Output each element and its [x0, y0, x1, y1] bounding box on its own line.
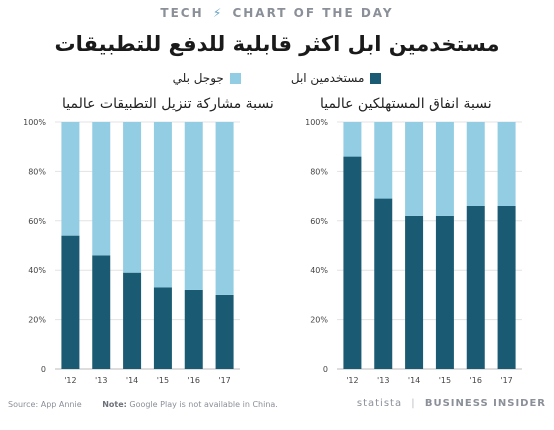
left-bar-apple: [61, 235, 80, 369]
chart-of-the-day-header: TECH ⚡ CHART OF THE DAY: [0, 6, 554, 24]
right-x-tick-label: '16: [470, 376, 482, 385]
right-x-tick-label: '14: [408, 376, 420, 385]
chart-of-the-day-label: CHART OF THE DAY: [232, 6, 394, 20]
right-y-tick-label: 80%: [310, 167, 328, 176]
right-bar-apple: [405, 215, 424, 369]
right-x-tick-label: '17: [500, 376, 512, 385]
right-y-tick-label: 40%: [310, 266, 328, 275]
right-bar-google: [374, 122, 393, 199]
right-y-tick-label: 100%: [305, 118, 328, 127]
left-bar-google: [153, 122, 172, 288]
right-x-tick-label: '12: [346, 376, 358, 385]
business-insider-logo: BUSINESS INSIDER: [424, 398, 546, 409]
left-bar-apple: [123, 272, 142, 369]
legend: مستخدمين ابل جوجل بلي: [0, 68, 554, 88]
statista-logo: statista: [356, 398, 403, 409]
right-y-tick-label: 60%: [310, 217, 328, 226]
right-bar-google: [497, 122, 516, 206]
note-text: Google Play is not available in China.: [129, 400, 278, 409]
left-chart-title: نسبة مشاركة تنزيل التطبيقات عالميا: [62, 96, 274, 112]
right-x-tick-label: '15: [439, 376, 451, 385]
left-y-tick-label: 0: [41, 365, 46, 374]
left-bar-google: [215, 122, 234, 295]
left-y-tick-label: 80%: [28, 167, 46, 176]
right-y-tick-label: 20%: [310, 316, 328, 325]
left-bar-apple: [92, 255, 111, 369]
legend-swatch-google: [229, 72, 241, 84]
legend-label-google: جوجل بلي: [172, 71, 224, 85]
right-bar-apple: [435, 215, 454, 369]
left-bar-google: [184, 122, 203, 290]
page-title: مستخدمين ابل اكثر قابلية للدفع للتطبيقات: [54, 32, 500, 56]
left-x-tick-label: '13: [95, 376, 107, 385]
left-x-tick-label: '16: [188, 376, 200, 385]
right-bar-google: [466, 122, 485, 206]
right-bar-apple: [343, 156, 362, 369]
right-y-tick-label: 0: [323, 365, 328, 374]
right-bar-apple: [466, 205, 485, 369]
right-bar-google: [405, 122, 424, 216]
right-bar-apple: [497, 205, 516, 369]
legend-swatch-apple: [370, 72, 382, 84]
right-x-tick-label: '13: [377, 376, 389, 385]
left-bar-apple: [215, 294, 234, 369]
footer-brand: statista | BUSINESS INSIDER: [357, 398, 546, 409]
right-bar-google: [435, 122, 454, 216]
footer-source: Source: App Annie Note: Google Play is n…: [8, 400, 278, 409]
note: Note: Google Play is not available in Ch…: [102, 400, 278, 409]
left-x-tick-label: '14: [126, 376, 138, 385]
source-text: Source: App Annie: [8, 400, 82, 409]
left-x-tick-label: '12: [64, 376, 76, 385]
right-bar-apple: [374, 198, 393, 369]
left-bar-google: [61, 122, 80, 236]
left-y-tick-label: 20%: [28, 316, 46, 325]
right-bar-google: [343, 122, 362, 157]
left-bar-google: [123, 122, 142, 273]
left-bar-google: [92, 122, 111, 256]
legend-item-apple: مستخدمين ابل: [291, 68, 382, 88]
bolt-icon: ⚡: [212, 6, 224, 20]
left-x-tick-label: '17: [218, 376, 230, 385]
left-x-tick-label: '15: [157, 376, 169, 385]
legend-item-google: جوجل بلي: [173, 68, 241, 88]
right-chart-title: نسبة انفاق المستهلكين عالميا: [320, 96, 492, 112]
separator: |: [411, 398, 416, 409]
left-y-tick-label: 40%: [28, 266, 46, 275]
left-bar-apple: [153, 287, 172, 369]
tech-label: TECH: [160, 6, 204, 20]
left-y-tick-label: 60%: [28, 217, 46, 226]
left-y-tick-label: 100%: [23, 118, 46, 127]
legend-label-apple: مستخدمين ابل: [290, 71, 365, 85]
left-bar-apple: [184, 289, 203, 369]
note-label: Note:: [102, 400, 127, 409]
